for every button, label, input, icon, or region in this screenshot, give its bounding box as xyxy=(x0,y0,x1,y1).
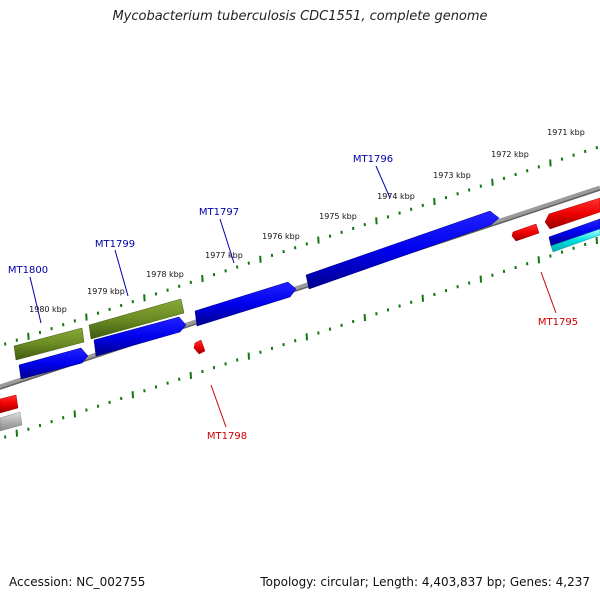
gene-mt1800[interactable] xyxy=(18,347,89,380)
tick-label: 1971 kbp xyxy=(547,128,585,137)
gene-olive-left[interactable] xyxy=(13,327,85,361)
tick-labels: 1971 kbp 1972 kbp 1973 kbp 1974 kbp 1975 kbp… xyxy=(29,128,585,314)
lower-tick-track xyxy=(4,237,598,439)
tick-label: 1973 kbp xyxy=(433,171,471,180)
accession-text: Accession: NC_002755 xyxy=(9,575,146,589)
label-mt1800: MT1800 xyxy=(8,265,48,276)
map-title: Mycobacterium tuberculosis CDC1551, comp… xyxy=(112,9,488,24)
label-mt1796: MT1796 xyxy=(353,154,393,165)
label-mt1798: MT1798 xyxy=(207,431,247,442)
gene-mt1795[interactable] xyxy=(511,223,540,242)
tick-label: 1974 kbp xyxy=(377,192,415,201)
gene-mt1797[interactable] xyxy=(194,281,297,327)
gene-arrow-red-left-edge[interactable] xyxy=(0,394,19,414)
gene-mt1799[interactable] xyxy=(93,316,187,357)
tick-label: 1975 kbp xyxy=(319,212,357,221)
label-mt1797: MT1797 xyxy=(199,207,239,218)
gene-olive-right[interactable] xyxy=(88,298,185,340)
label-mt1799: MT1799 xyxy=(95,239,135,250)
label-mt1795: MT1795 xyxy=(538,317,578,328)
tick-label: 1979 kbp xyxy=(87,287,125,296)
upper-tick-track xyxy=(4,145,598,346)
gene-mt1796[interactable] xyxy=(305,210,500,290)
gene-arrow-grey-left-edge[interactable] xyxy=(0,411,23,432)
gene-mt1798[interactable] xyxy=(193,339,206,355)
tick-label: 1976 kbp xyxy=(262,232,300,241)
topology-text: Topology: circular; Length: 4,403,837 bp… xyxy=(260,575,590,589)
tick-label: 1977 kbp xyxy=(205,251,243,260)
tick-label: 1978 kbp xyxy=(146,270,184,279)
tick-label: 1972 kbp xyxy=(491,150,529,159)
tick-label: 1980 kbp xyxy=(29,305,67,314)
gene-arrow-cyan-far-right[interactable] xyxy=(550,228,600,253)
gene-label-leaders xyxy=(29,165,557,428)
gene-arrow-blue-far-right[interactable] xyxy=(548,218,600,247)
gene-arrow-red-far-right[interactable] xyxy=(544,197,600,230)
